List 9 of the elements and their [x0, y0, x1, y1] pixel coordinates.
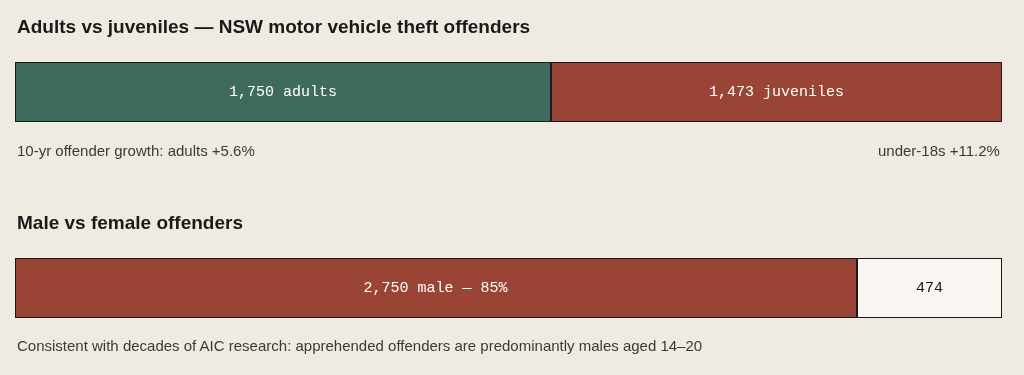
- chart-title: Male vs female offenders: [17, 212, 243, 233]
- chart-title: Adults vs juveniles — NSW motor vehicle theft offenders: [17, 16, 531, 37]
- text: 10-yr offender growth: adults +5.6%: [17, 142, 255, 159]
- text: Consistent with decades of AIC research: apprehended offenders are predominantly males aged 14–20: [17, 337, 703, 354]
- data-label: 2,750 male — 85%: [363, 279, 509, 297]
- data-label: 1,473 juveniles: [708, 83, 845, 101]
- data-label: 1,750 adults: [228, 83, 338, 101]
- data-label: 474: [915, 279, 944, 297]
- text: under-18s +11.2%: [878, 142, 1000, 159]
